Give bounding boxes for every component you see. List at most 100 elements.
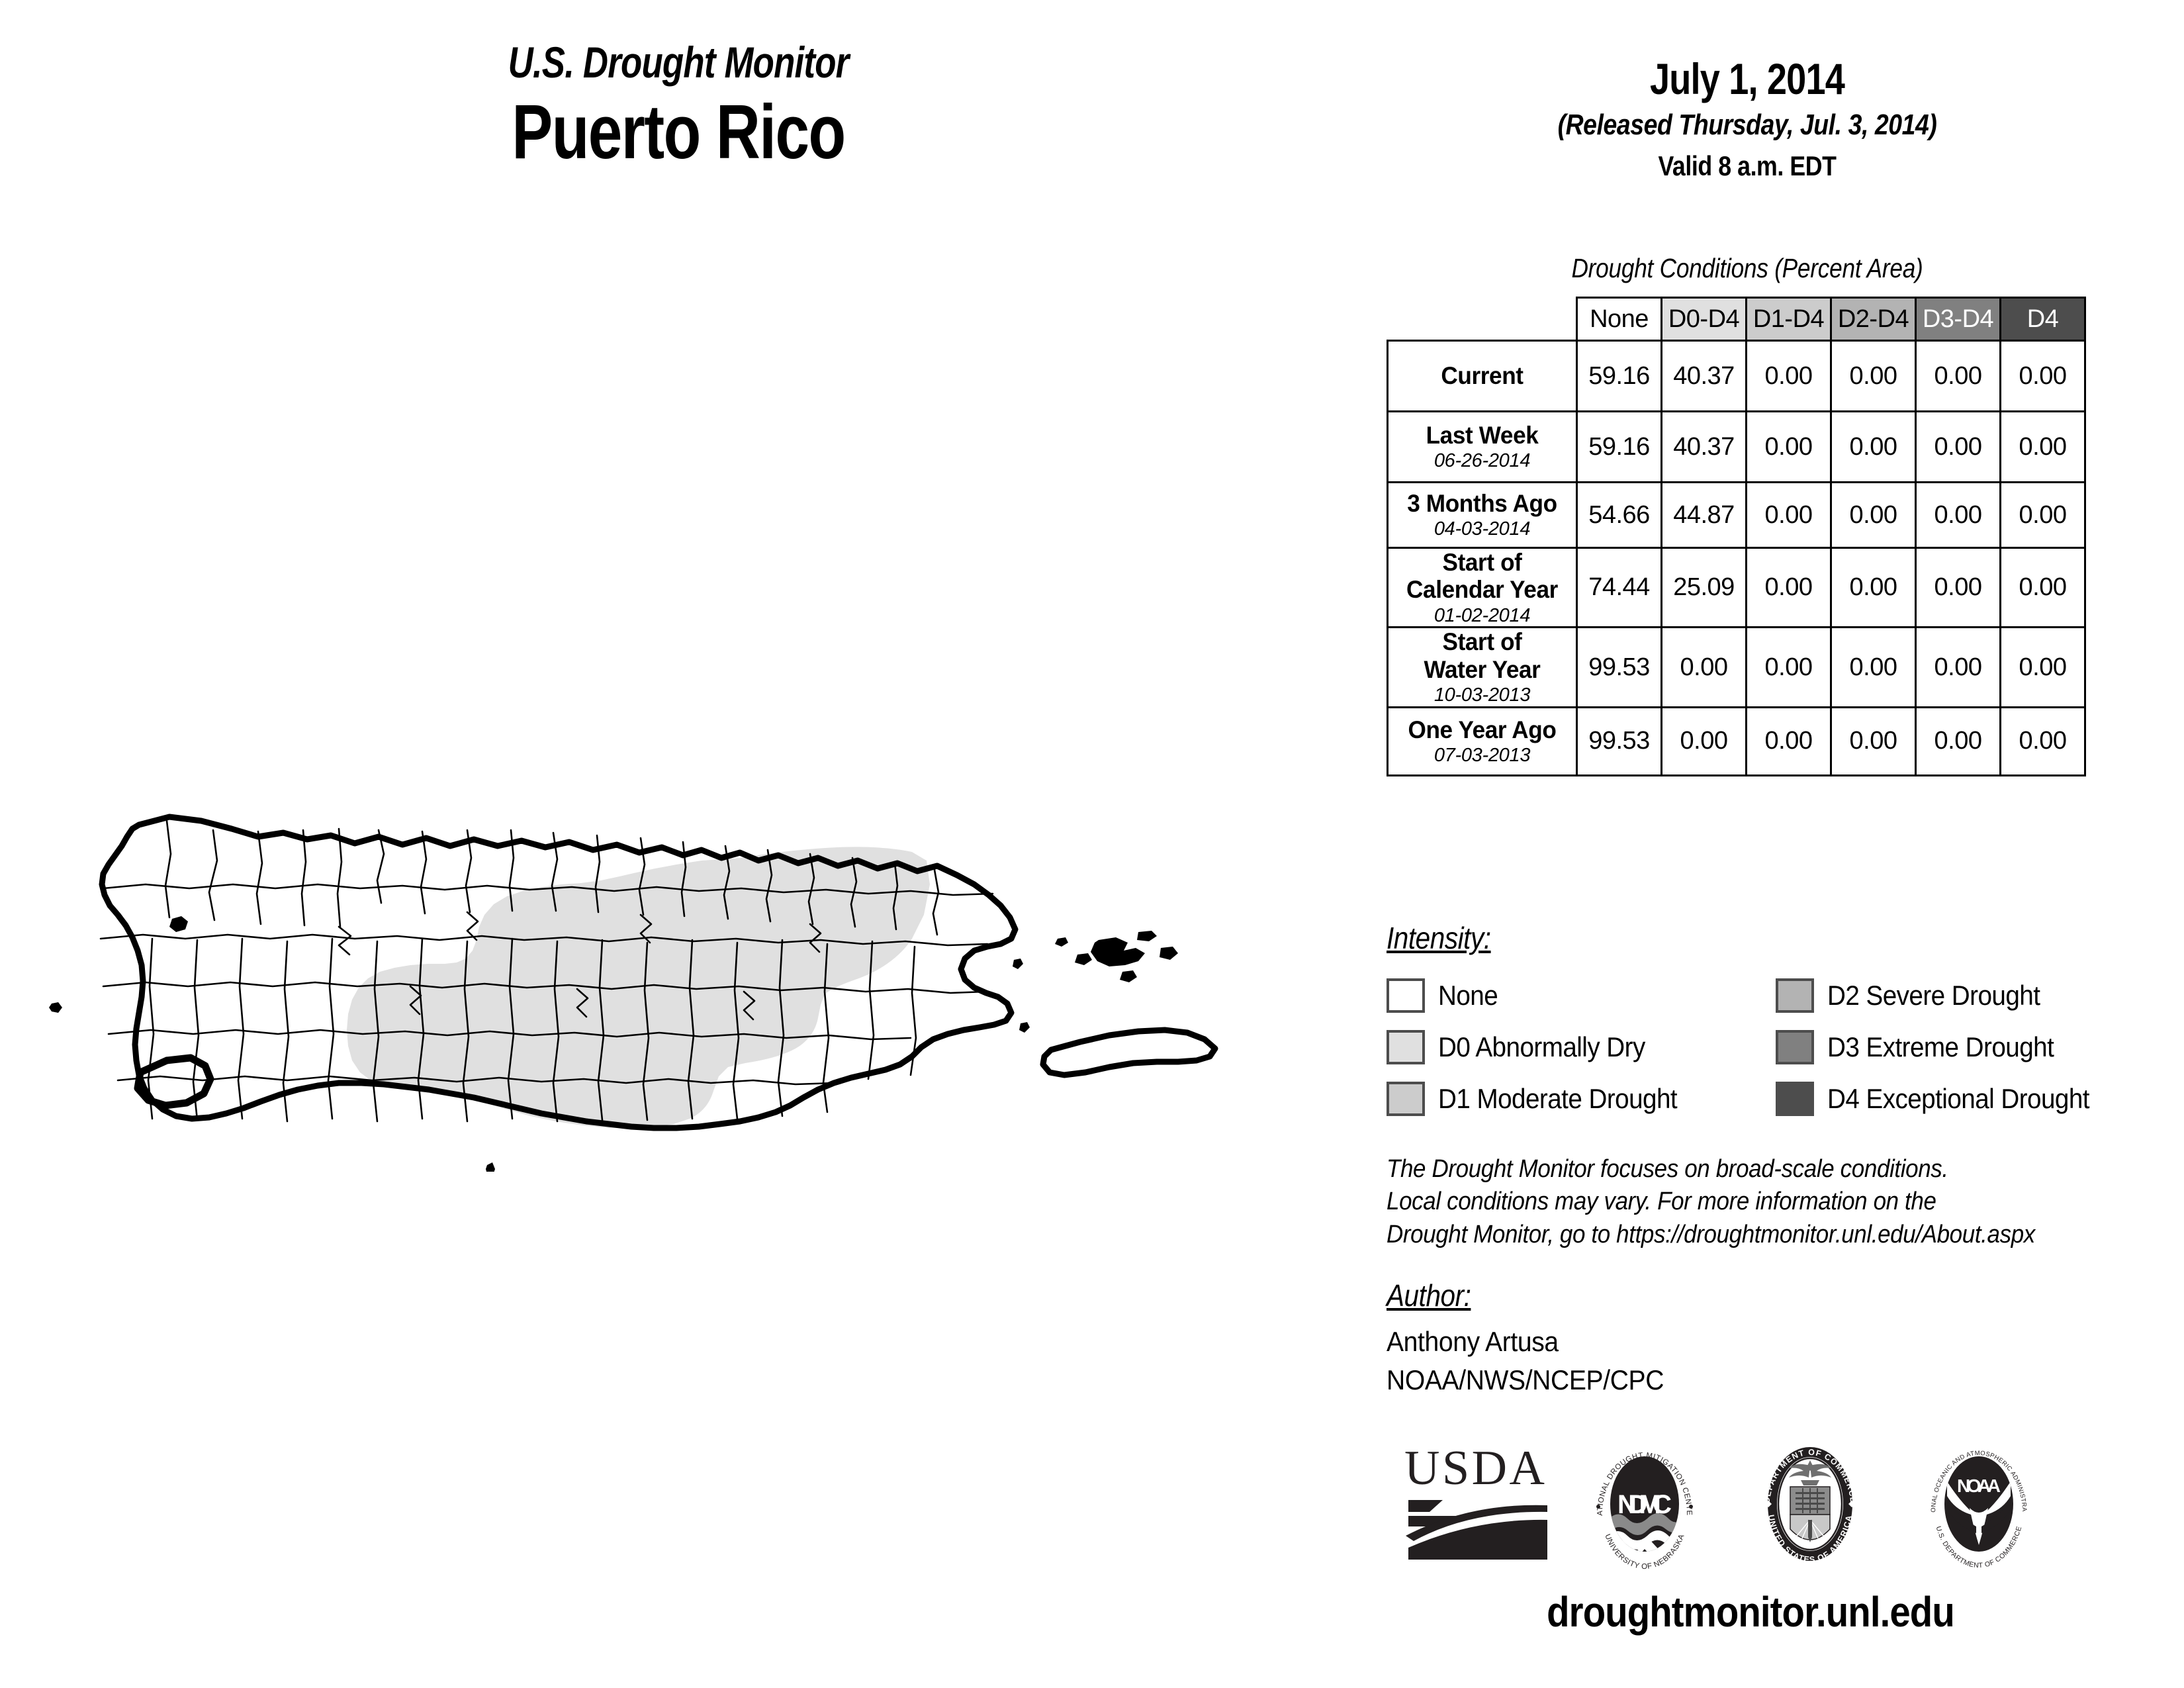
table-row: Start of Calendar Year 01-02-2014 74.44 …	[1387, 546, 2086, 629]
author-heading: Author:	[1387, 1278, 1471, 1313]
legend-swatch-d3	[1776, 1030, 1814, 1064]
disclaimer-line-2: Local conditions may vary. For more info…	[1387, 1188, 1936, 1216]
vieques-outline	[1040, 1027, 1218, 1078]
culebra-islet-3	[1075, 953, 1092, 965]
usda-logo-text: USDA	[1404, 1441, 1545, 1495]
cell-current-none: 59.16	[1576, 340, 1662, 412]
table-row: Start of Water Year 10-03-2013 99.53 0.0…	[1387, 626, 2086, 708]
cell-oya-none: 99.53	[1576, 706, 1662, 776]
legend-item-d3: D3 Extreme Drought	[1776, 1021, 2112, 1073]
culebra-island	[1091, 937, 1145, 966]
cell-lastweek-d0d4: 40.37	[1661, 410, 1747, 483]
table-row: Last Week 06-26-2014 59.16 40.37 0.00 0.…	[1387, 410, 2086, 483]
cell-oya-d2d4: 0.00	[1830, 706, 1917, 776]
desecheo-island	[169, 916, 188, 932]
d0-region-polygon	[347, 847, 930, 1128]
column-header-d2d4: D2-D4	[1830, 297, 1917, 342]
row-label-start-of-calendar-year: Start of Calendar Year 01-02-2014	[1387, 546, 1578, 629]
cell-lastweek-d4: 0.00	[1999, 410, 2086, 483]
noaa-logo-text: NOAA	[1957, 1476, 2001, 1496]
table-row: Current 59.16 40.37 0.00 0.00 0.00 0.00	[1387, 340, 2086, 412]
cell-wy-d1d4: 0.00	[1745, 626, 1832, 708]
cell-caly-d3d4: 0.00	[1915, 546, 2001, 629]
cell-current-d2d4: 0.00	[1830, 340, 1917, 412]
column-header-none: None	[1576, 297, 1662, 342]
table-corner-cell	[1388, 298, 1577, 341]
drought-overlay-d0	[347, 847, 930, 1128]
cell-oya-d4: 0.00	[1999, 706, 2086, 776]
column-header-d1d4: D1-D4	[1745, 297, 1832, 342]
ndmc-logo-text: NDMC	[1617, 1490, 1672, 1519]
valid-date: July 1, 2014	[1649, 54, 1845, 103]
culebra-islet-5	[1055, 937, 1068, 947]
noaa-logo: NOAA NATIONAL OCEANIC AND ATMOSPHERIC AD…	[1910, 1431, 2045, 1572]
release-date: (Released Thursday, Jul. 3, 2014)	[1557, 109, 1937, 142]
department-of-commerce-seal: DEPARTMENT OF COMMERCE UNITED STATES OF …	[1744, 1436, 1876, 1572]
mona-island	[134, 1054, 214, 1109]
legend-swatch-d4	[1776, 1082, 1814, 1116]
cell-3months-d1d4: 0.00	[1745, 481, 1832, 549]
row-label-one-year-ago: One Year Ago 07-03-2013	[1387, 706, 1578, 776]
drought-conditions-table: None D0-D4 D1-D4 D2-D4 D3-D4 D4 Current …	[1387, 297, 2086, 776]
date-block: July 1, 2014 (Released Thursday, Jul. 3,…	[1357, 54, 2138, 183]
east-islet-2	[1019, 1022, 1030, 1033]
page-title: U.S. Drought Monitor Puerto Rico	[0, 39, 1357, 175]
cell-wy-d4: 0.00	[1999, 626, 2086, 708]
legend-item-d4: D4 Exceptional Drought	[1776, 1073, 2112, 1125]
usda-logo: USDA	[1396, 1436, 1555, 1569]
legend-swatch-d0	[1387, 1030, 1425, 1064]
cell-current-d3d4: 0.00	[1915, 340, 2001, 412]
author-affiliation: NOAA/NWS/NCEP/CPC	[1387, 1364, 1664, 1395]
logo-row: USDA NDMC NATIONAL DROUGHT MITIGA	[1390, 1430, 2158, 1575]
disclaimer-line-1: The Drought Monitor focuses on broad-sca…	[1387, 1155, 1948, 1183]
cell-lastweek-d2d4: 0.00	[1830, 410, 1917, 483]
cell-3months-d4: 0.00	[1999, 481, 2086, 549]
cell-caly-d4: 0.00	[1999, 546, 2086, 629]
cell-oya-d1d4: 0.00	[1745, 706, 1832, 776]
municipality-boundaries	[99, 820, 994, 1123]
column-header-d3d4: D3-D4	[1915, 297, 2001, 342]
row-label-current: Current	[1387, 340, 1578, 412]
culebra-islet-4	[1120, 970, 1137, 982]
page-title-line2: Puerto Rico	[512, 89, 846, 175]
map-svg	[49, 814, 1218, 1172]
cell-current-d1d4: 0.00	[1745, 340, 1832, 412]
cell-caly-d0d4: 25.09	[1661, 546, 1747, 629]
table-row: One Year Ago 07-03-2013 99.53 0.00 0.00 …	[1387, 706, 2086, 776]
row-label-last-week: Last Week 06-26-2014	[1387, 410, 1578, 483]
footer-url: droughtmonitor.unl.edu	[1547, 1588, 1955, 1636]
column-header-d0d4: D0-D4	[1661, 297, 1747, 342]
puerto-rico-drought-map	[40, 761, 1337, 1172]
cell-current-d4: 0.00	[1999, 340, 2086, 412]
cell-lastweek-d3d4: 0.00	[1915, 410, 2001, 483]
legend-item-none: None	[1387, 970, 1698, 1021]
legend-column-right: D2 Severe Drought D3 Extreme Drought D4 …	[1776, 970, 2112, 1125]
east-islet-1	[1013, 959, 1023, 969]
intensity-heading: Intensity:	[1387, 921, 1491, 955]
monito-island	[49, 1002, 62, 1013]
cell-wy-none: 99.53	[1576, 626, 1662, 708]
legend-item-d1: D1 Moderate Drought	[1387, 1073, 1698, 1125]
cell-3months-d3d4: 0.00	[1915, 481, 2001, 549]
cell-3months-d2d4: 0.00	[1830, 481, 1917, 549]
usda-logo-svg: USDA	[1404, 1441, 1547, 1560]
cell-caly-none: 74.44	[1576, 546, 1662, 629]
author-name: Anthony Artusa	[1387, 1326, 1559, 1357]
disclaimer-line-3: Drought Monitor, go to https://droughtmo…	[1387, 1220, 2035, 1248]
cell-3months-none: 54.66	[1576, 481, 1662, 549]
small-islands	[49, 916, 1178, 1172]
cell-oya-d3d4: 0.00	[1915, 706, 2001, 776]
cell-caly-d2d4: 0.00	[1830, 546, 1917, 629]
cell-caly-d1d4: 0.00	[1745, 546, 1832, 629]
legend-swatch-d2	[1776, 978, 1814, 1013]
legend-item-d0: D0 Abnormally Dry	[1387, 1021, 1698, 1073]
column-header-d4: D4	[1999, 297, 2086, 342]
cell-3months-d0d4: 44.87	[1661, 481, 1747, 549]
legend-item-d2: D2 Severe Drought	[1776, 970, 2112, 1021]
culebra-islet-1	[1137, 931, 1157, 941]
culebra-islet-2	[1160, 947, 1178, 960]
disclaimer-text: The Drought Monitor focuses on broad-sca…	[1387, 1153, 2105, 1251]
table-row: 3 Months Ago 04-03-2014 54.66 44.87 0.00…	[1387, 481, 2086, 549]
valid-time: Valid 8 a.m. EDT	[1658, 150, 1837, 182]
cell-wy-d2d4: 0.00	[1830, 626, 1917, 708]
